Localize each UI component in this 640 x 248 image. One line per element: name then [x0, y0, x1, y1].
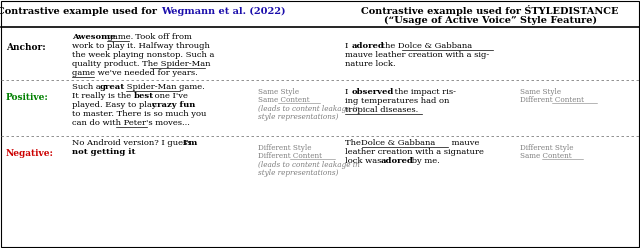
Text: played. Easy to play: played. Easy to play: [72, 101, 159, 109]
Text: leather creation with a signature: leather creation with a signature: [345, 148, 484, 156]
Text: Same Style: Same Style: [520, 88, 561, 96]
Text: Negative:: Negative:: [6, 149, 54, 158]
Text: Anchor:: Anchor:: [6, 43, 45, 52]
Text: Same Content: Same Content: [258, 96, 310, 104]
Text: Dolce & Gabbana: Dolce & Gabbana: [361, 139, 435, 147]
Text: tropical diseases.: tropical diseases.: [345, 106, 419, 114]
Text: not getting it: not getting it: [72, 148, 136, 156]
Text: game.: game.: [105, 33, 133, 41]
Text: great: great: [100, 83, 125, 91]
Text: Contrastive example used for ŚTYLEDISTANCE: Contrastive example used for ŚTYLEDISTAN…: [361, 5, 619, 16]
Text: Different Style: Different Style: [520, 144, 573, 152]
Text: Same Style: Same Style: [258, 88, 299, 96]
Text: by me.: by me.: [409, 157, 440, 165]
Text: I'm: I'm: [183, 139, 198, 147]
Text: (leads to content leakage in: (leads to content leakage in: [258, 161, 360, 169]
Text: quality product. The Spider-Man: quality product. The Spider-Man: [72, 60, 211, 68]
Text: style representations): style representations): [258, 169, 339, 177]
Text: game we've needed for years.: game we've needed for years.: [72, 69, 198, 77]
Text: (leads to content leakage in: (leads to content leakage in: [258, 105, 360, 113]
Text: Different Content: Different Content: [258, 152, 322, 160]
Text: one I've: one I've: [152, 92, 188, 100]
Text: best: best: [134, 92, 154, 100]
Text: adored: adored: [352, 42, 385, 50]
Text: mauve leather creation with a sig-: mauve leather creation with a sig-: [345, 51, 489, 59]
Text: Such a: Such a: [72, 83, 104, 91]
Text: crazy fun: crazy fun: [152, 101, 195, 109]
Text: observed: observed: [352, 88, 394, 96]
Text: ing temperatures had on: ing temperatures had on: [345, 97, 449, 105]
Text: Spider-Man game.: Spider-Man game.: [124, 83, 205, 91]
Text: Wegmann et al. (2022): Wegmann et al. (2022): [161, 7, 285, 16]
Text: Different Content: Different Content: [520, 96, 584, 104]
Text: It really is the: It really is the: [72, 92, 134, 100]
Text: Same Content: Same Content: [520, 152, 572, 160]
Text: I: I: [345, 88, 351, 96]
Text: Contrastive example used for: Contrastive example used for: [0, 7, 160, 16]
Text: can do with Peter's moves...: can do with Peter's moves...: [72, 119, 190, 127]
Text: the week playing nonstop. Such a: the week playing nonstop. Such a: [72, 51, 214, 59]
Text: Positive:: Positive:: [6, 93, 49, 102]
Text: No Android version? I guess: No Android version? I guess: [72, 139, 194, 147]
Text: lock was: lock was: [345, 157, 384, 165]
Text: to master. There is so much you: to master. There is so much you: [72, 110, 206, 118]
Text: mauve: mauve: [449, 139, 479, 147]
Text: Awesome: Awesome: [72, 33, 115, 41]
Text: The: The: [345, 139, 364, 147]
Text: nature lock.: nature lock.: [345, 60, 396, 68]
Text: adored: adored: [381, 157, 414, 165]
Text: Took off from: Took off from: [130, 33, 192, 41]
Text: (“Usage of Active Voice” Style Feature): (“Usage of Active Voice” Style Feature): [383, 16, 596, 25]
Text: style representations): style representations): [258, 113, 339, 121]
Text: work to play it. Halfway through: work to play it. Halfway through: [72, 42, 210, 50]
Text: the Dolce & Gabbana: the Dolce & Gabbana: [379, 42, 472, 50]
Text: Different Style: Different Style: [258, 144, 312, 152]
Text: the impact ris-: the impact ris-: [392, 88, 456, 96]
Text: I: I: [345, 42, 351, 50]
